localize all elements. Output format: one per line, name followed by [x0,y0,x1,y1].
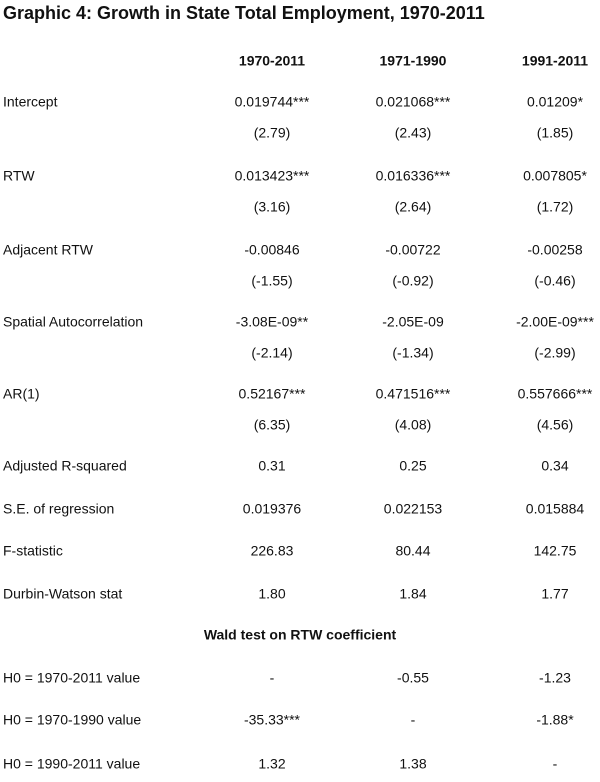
cell: -0.55 [397,670,429,686]
t-stat: (4.56) [537,417,574,433]
t-stat: (-0.46) [534,273,575,289]
cell: 1.32 [258,756,285,772]
t-stat: (-2.99) [534,345,575,361]
cell: -35.33*** [244,712,301,728]
cell: 0.471516*** [376,386,451,402]
cell: - [411,712,416,728]
title: Graphic 4: Growth in State Total Employm… [3,3,485,23]
cell: 0.019744*** [235,94,310,110]
cell: 0.557666*** [518,386,593,402]
cell: 226.83 [251,543,294,559]
cell: 0.25 [399,458,426,474]
cell: 0.019376 [243,501,302,517]
cell: 0.022153 [384,501,443,517]
row-label: Intercept [3,94,58,110]
cell: -2.00E-09*** [516,314,594,330]
t-stat: (2.79) [254,125,291,141]
cell: -1.23 [539,670,571,686]
t-stat: (6.35) [254,417,291,433]
column-header: 1970-2011 [239,53,305,69]
cell: 0.31 [258,458,285,474]
t-stat: (3.16) [254,199,291,215]
cell: - [553,756,558,772]
row-label: Durbin-Watson stat [3,586,122,602]
cell: 1.80 [258,586,285,602]
row-label: S.E. of regression [3,501,114,517]
cell: -1.88* [536,712,574,728]
row-label: AR(1) [3,386,40,402]
cell: 0.007805* [523,168,587,184]
cell: -2.05E-09 [382,314,444,330]
row-label: F-statistic [3,543,63,559]
row-label: Adjusted R-squared [3,458,127,474]
cell: 80.44 [395,543,430,559]
t-stat: (-1.34) [392,345,433,361]
cell: 0.021068*** [376,94,451,110]
column-header: 1971-1990 [380,53,447,69]
cell: 0.01209* [527,94,584,110]
row-label: Spatial Autocorrelation [3,314,143,330]
cell: 0.015884 [526,501,585,517]
cell: 142.75 [534,543,577,559]
cell: - [270,670,275,686]
t-stat: (1.72) [537,199,574,215]
cell: -0.00846 [244,242,299,258]
cell: 1.77 [541,586,568,602]
cell: 0.34 [541,458,568,474]
cell: 0.013423*** [235,168,310,184]
t-stat: (-0.92) [392,273,433,289]
cell: 1.84 [399,586,426,602]
t-stat: (-1.55) [251,273,292,289]
cell: -0.00258 [527,242,582,258]
column-header: 1991-2011 [522,53,588,69]
t-stat: (-2.14) [251,345,292,361]
cell: -0.00722 [385,242,440,258]
cell: 0.52167*** [239,386,307,402]
t-stat: (2.64) [395,199,432,215]
cell: 1.38 [399,756,426,772]
row-label: RTW [3,168,35,184]
row-label: H0 = 1990-2011 value [3,756,140,772]
cell: -3.08E-09** [236,314,309,330]
t-stat: (2.43) [395,125,432,141]
row-label: H0 = 1970-1990 value [3,712,141,728]
t-stat: (4.08) [395,417,432,433]
cell: 0.016336*** [376,168,451,184]
section-title: Wald test on RTW coefficient [204,627,397,643]
t-stat: (1.85) [537,125,574,141]
row-label: Adjacent RTW [3,242,94,258]
row-label: H0 = 1970-2011 value [3,670,140,686]
